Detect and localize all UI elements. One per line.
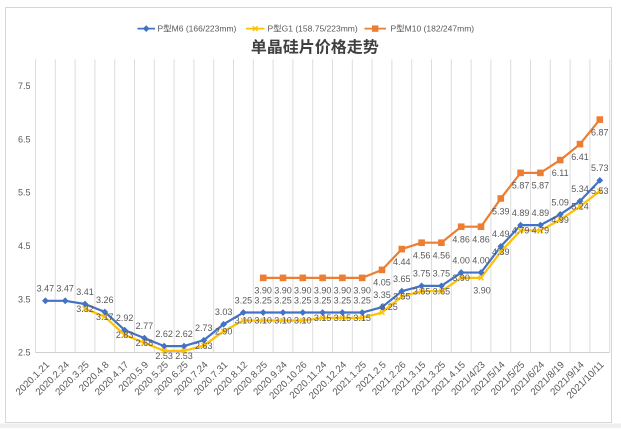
svg-text:2.68: 2.68 [136, 338, 154, 348]
svg-text:2.92: 2.92 [116, 313, 134, 323]
svg-text:4.00: 4.00 [452, 255, 470, 265]
svg-text:2.63: 2.63 [195, 341, 213, 351]
svg-text:3.10: 3.10 [254, 316, 272, 326]
svg-text:3.10: 3.10 [294, 316, 312, 326]
svg-text:4.56: 4.56 [413, 251, 431, 261]
svg-text:3.25: 3.25 [294, 295, 312, 305]
svg-text:4.56: 4.56 [433, 251, 451, 261]
svg-text:5.73: 5.73 [591, 163, 609, 173]
svg-text:4.79: 4.79 [532, 226, 550, 236]
svg-text:3.41: 3.41 [76, 287, 94, 297]
svg-text:P: P [391, 24, 397, 34]
svg-text:3.55: 3.55 [393, 292, 411, 302]
svg-text:3.25: 3.25 [353, 295, 371, 305]
svg-text:2.73: 2.73 [195, 323, 213, 333]
svg-text:3.17: 3.17 [96, 312, 114, 322]
svg-text:6.87: 6.87 [591, 127, 609, 137]
svg-text:4.99: 4.99 [551, 215, 569, 225]
svg-text:3.10: 3.10 [274, 316, 292, 326]
svg-text:3.65: 3.65 [393, 274, 411, 284]
svg-text:5.39: 5.39 [492, 206, 510, 216]
svg-text:5.53: 5.53 [591, 186, 609, 196]
svg-text:6.11: 6.11 [552, 168, 569, 178]
svg-text:4.89: 4.89 [532, 208, 550, 218]
svg-text:3.75: 3.75 [433, 269, 451, 279]
svg-text:P: P [268, 24, 274, 34]
svg-text:5.34: 5.34 [571, 184, 589, 194]
svg-text:6.5: 6.5 [18, 134, 31, 144]
svg-text:4.49: 4.49 [492, 229, 510, 239]
svg-text:3.90: 3.90 [353, 286, 371, 296]
svg-text:5.24: 5.24 [571, 202, 589, 212]
svg-text:3.5: 3.5 [18, 294, 31, 304]
svg-text:5.87: 5.87 [512, 181, 530, 191]
svg-text:3.25: 3.25 [314, 295, 332, 305]
svg-text:2.53: 2.53 [175, 351, 193, 361]
svg-text:3.75: 3.75 [413, 269, 431, 279]
svg-text:2.77: 2.77 [136, 321, 154, 331]
svg-text:3.15: 3.15 [334, 313, 352, 323]
svg-text:4.86: 4.86 [472, 235, 490, 245]
svg-text:4.39: 4.39 [492, 247, 510, 257]
svg-text:4.05: 4.05 [373, 278, 391, 288]
svg-text:4.44: 4.44 [393, 257, 411, 267]
svg-text:2.62: 2.62 [155, 329, 173, 339]
svg-text:5.87: 5.87 [532, 181, 550, 191]
svg-text:4.5: 4.5 [18, 241, 31, 251]
svg-text:3.90: 3.90 [294, 286, 312, 296]
svg-text:3.26: 3.26 [96, 295, 114, 305]
svg-text:3.90: 3.90 [274, 286, 292, 296]
svg-text:3.90: 3.90 [452, 273, 470, 283]
svg-text:3.65: 3.65 [433, 286, 451, 296]
svg-text:2.83: 2.83 [116, 330, 134, 340]
svg-text:3.25: 3.25 [380, 302, 398, 312]
svg-text:3.10: 3.10 [235, 316, 253, 326]
svg-text:M6 (166/223mm): M6 (166/223mm) [172, 24, 237, 34]
svg-text:4.89: 4.89 [512, 208, 530, 218]
svg-text:3.47: 3.47 [56, 284, 74, 294]
svg-text:G1 (158.75/223mm): G1 (158.75/223mm) [282, 24, 358, 34]
svg-text:P: P [158, 24, 164, 34]
svg-text:5.5: 5.5 [18, 188, 31, 198]
svg-text:3.90: 3.90 [473, 286, 491, 296]
svg-text:3.47: 3.47 [37, 284, 55, 294]
svg-text:4.86: 4.86 [452, 235, 470, 245]
svg-text:6.41: 6.41 [571, 152, 589, 162]
svg-text:3.25: 3.25 [274, 295, 292, 305]
svg-text:2.5: 2.5 [18, 348, 31, 358]
svg-text:3.15: 3.15 [314, 313, 332, 323]
svg-text:5.09: 5.09 [551, 197, 569, 207]
svg-text:3.25: 3.25 [334, 295, 352, 305]
svg-text:3.25: 3.25 [254, 295, 272, 305]
svg-text:7.5: 7.5 [18, 81, 31, 91]
svg-text:3.90: 3.90 [314, 286, 332, 296]
svg-text:3.65: 3.65 [413, 286, 431, 296]
svg-text:3.90: 3.90 [254, 286, 272, 296]
svg-text:4.79: 4.79 [512, 226, 530, 236]
svg-text:M10 (182/247mm): M10 (182/247mm) [405, 24, 475, 34]
svg-text:3.35: 3.35 [373, 290, 391, 300]
svg-text:4.00: 4.00 [472, 255, 490, 265]
svg-text:3.25: 3.25 [235, 295, 253, 305]
svg-text:2.62: 2.62 [175, 329, 193, 339]
svg-text:2.53: 2.53 [155, 351, 173, 361]
svg-text:3.32: 3.32 [76, 304, 94, 314]
svg-text:2.90: 2.90 [215, 326, 233, 336]
svg-text:3.90: 3.90 [334, 286, 352, 296]
svg-text:3.03: 3.03 [215, 307, 233, 317]
svg-text:3.15: 3.15 [353, 313, 371, 323]
